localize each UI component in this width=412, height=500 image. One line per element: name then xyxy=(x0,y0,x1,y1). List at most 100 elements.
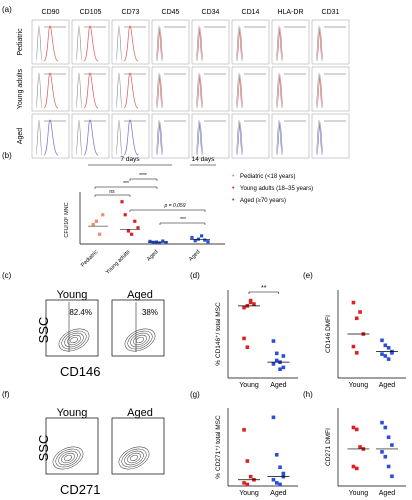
marker-curve xyxy=(156,74,164,109)
marker-curve xyxy=(196,74,204,109)
marker-header-cd31: CD31 xyxy=(322,9,340,16)
dotplot-tick-label: Young xyxy=(349,490,369,497)
legend-marker-pediatric: • xyxy=(232,173,235,180)
marker-curve xyxy=(276,74,284,109)
panel-f-flow-plots: Young Aged SSC CD271 xyxy=(36,407,165,497)
dotplot-point xyxy=(358,310,362,314)
contour-ring xyxy=(118,446,150,470)
contour-ring xyxy=(52,446,84,470)
dotplot-tick-label: Young xyxy=(349,382,369,389)
contour-ring xyxy=(55,448,81,468)
marker-curve xyxy=(156,121,164,156)
marker-curve xyxy=(276,27,284,62)
marker-header-cd45: CD45 xyxy=(162,9,180,16)
dotplot-point xyxy=(383,425,388,430)
dotplot-point xyxy=(351,344,356,349)
legend-marker-young: • xyxy=(232,185,235,192)
dotplot-point xyxy=(380,450,384,454)
marker-curve xyxy=(316,121,324,156)
panel-c-ssc-label: SSC xyxy=(36,317,51,344)
panel-g-dotplot: Young Aged % CD271⁺/ total MSC xyxy=(215,408,298,497)
cfu-point xyxy=(130,232,134,236)
sig-bracket-3star-a xyxy=(94,186,158,189)
panel-c-flow-plots: Young Aged 82.4% 38% SSC CD146 xyxy=(36,289,165,379)
panel-c-xmarker: CD146 xyxy=(60,364,100,379)
dotplot-point xyxy=(380,338,384,343)
cfu-point xyxy=(123,213,127,217)
marker-curve xyxy=(43,119,59,156)
dotplot-ylabel: % CD271⁺/ total MSC xyxy=(215,415,222,479)
dotplot-point xyxy=(383,354,388,358)
histogram-cell xyxy=(271,66,310,112)
dotplot-point xyxy=(351,300,356,305)
dotplot-point xyxy=(354,427,359,432)
dotplot-tick-label: Aged xyxy=(270,490,286,497)
isotype-curve xyxy=(35,119,43,156)
panel-b-points xyxy=(88,200,210,245)
dotplot-point xyxy=(281,471,286,476)
marker-curve xyxy=(83,25,99,62)
dotplot-point xyxy=(380,420,384,425)
isotype-curve xyxy=(115,119,123,156)
dotplot-point xyxy=(245,482,250,487)
dotplot-ylabel: CD146 DMFI xyxy=(325,315,332,353)
dotplot-tick-label: Aged xyxy=(379,490,395,497)
dotplot-ylabel: CD271 DMFI xyxy=(325,428,332,466)
marker-curve xyxy=(276,121,284,156)
cfu-point xyxy=(133,219,137,223)
isotype-curve xyxy=(115,72,123,109)
cfu-point xyxy=(200,234,204,238)
marker-curve xyxy=(196,121,204,156)
isotype-curve xyxy=(155,72,163,109)
cfu-point xyxy=(206,240,210,244)
group-label-1: Young adults xyxy=(17,68,24,109)
contour-ring xyxy=(58,450,78,466)
panel-f-ssc-label: SSC xyxy=(36,435,51,462)
histogram-cell xyxy=(271,113,310,159)
cfu-point xyxy=(148,239,152,243)
contour-ring xyxy=(135,336,145,344)
dotplot-ylabel: % CD146⁺/ total MSC xyxy=(215,302,222,366)
isotype-curve xyxy=(315,25,323,62)
cfu-point xyxy=(98,232,102,236)
dotplot-point xyxy=(278,367,282,371)
dotplot-point xyxy=(354,466,359,471)
dotplot-point xyxy=(242,305,246,310)
panel-e-dotplot: Young Aged CD146 DMFI xyxy=(325,290,406,389)
marker-header-hla-dr: HLA-DR xyxy=(277,9,303,16)
dotplot-point xyxy=(252,302,256,306)
marker-curve xyxy=(43,72,59,109)
cfu-point xyxy=(193,239,197,243)
panel-c-aged-title: Aged xyxy=(127,289,153,301)
panel-c-young-box xyxy=(45,299,99,357)
panel-f-young-box xyxy=(45,417,99,475)
panel-a-histogram-grid: CD90 CD105 CD73 CD45 CD34 CD14 HLA-DR CD31 Pedia… xyxy=(17,9,350,159)
cfu-tick-label: Aged xyxy=(188,249,201,262)
dotplot-point xyxy=(386,464,391,469)
panel-letter-e: (e) xyxy=(303,271,313,280)
isotype-curve xyxy=(235,25,243,62)
dotplot-point xyxy=(383,454,388,459)
isotype-curve xyxy=(195,72,203,109)
marker-curve xyxy=(123,119,139,156)
sig-ns-label: ns xyxy=(109,189,115,195)
isotype-curve xyxy=(75,72,83,109)
legend-label-pediatric: Pediatric (<18 years) xyxy=(240,174,296,180)
sig-4star-label: **** xyxy=(139,173,147,179)
dotplot-tick-label: Young xyxy=(239,382,259,389)
isotype-curve xyxy=(75,25,83,62)
contour-ring xyxy=(121,448,147,468)
isotype-curve xyxy=(35,25,43,62)
histogram-cell xyxy=(151,19,190,65)
isotype-curve xyxy=(315,119,323,156)
contour-ring xyxy=(124,450,144,466)
cfu-tick-label: Young adults xyxy=(105,249,132,276)
legend-label-aged: Aged (≥70 years) xyxy=(240,198,286,204)
cfu-point xyxy=(164,241,168,245)
histogram-cell xyxy=(191,113,230,159)
panel-letter-h: (h) xyxy=(303,390,313,399)
isotype-curve xyxy=(195,119,203,156)
marker-curve xyxy=(316,27,324,62)
panel-f-aged-title: Aged xyxy=(127,407,153,419)
cfu-point xyxy=(120,200,124,204)
